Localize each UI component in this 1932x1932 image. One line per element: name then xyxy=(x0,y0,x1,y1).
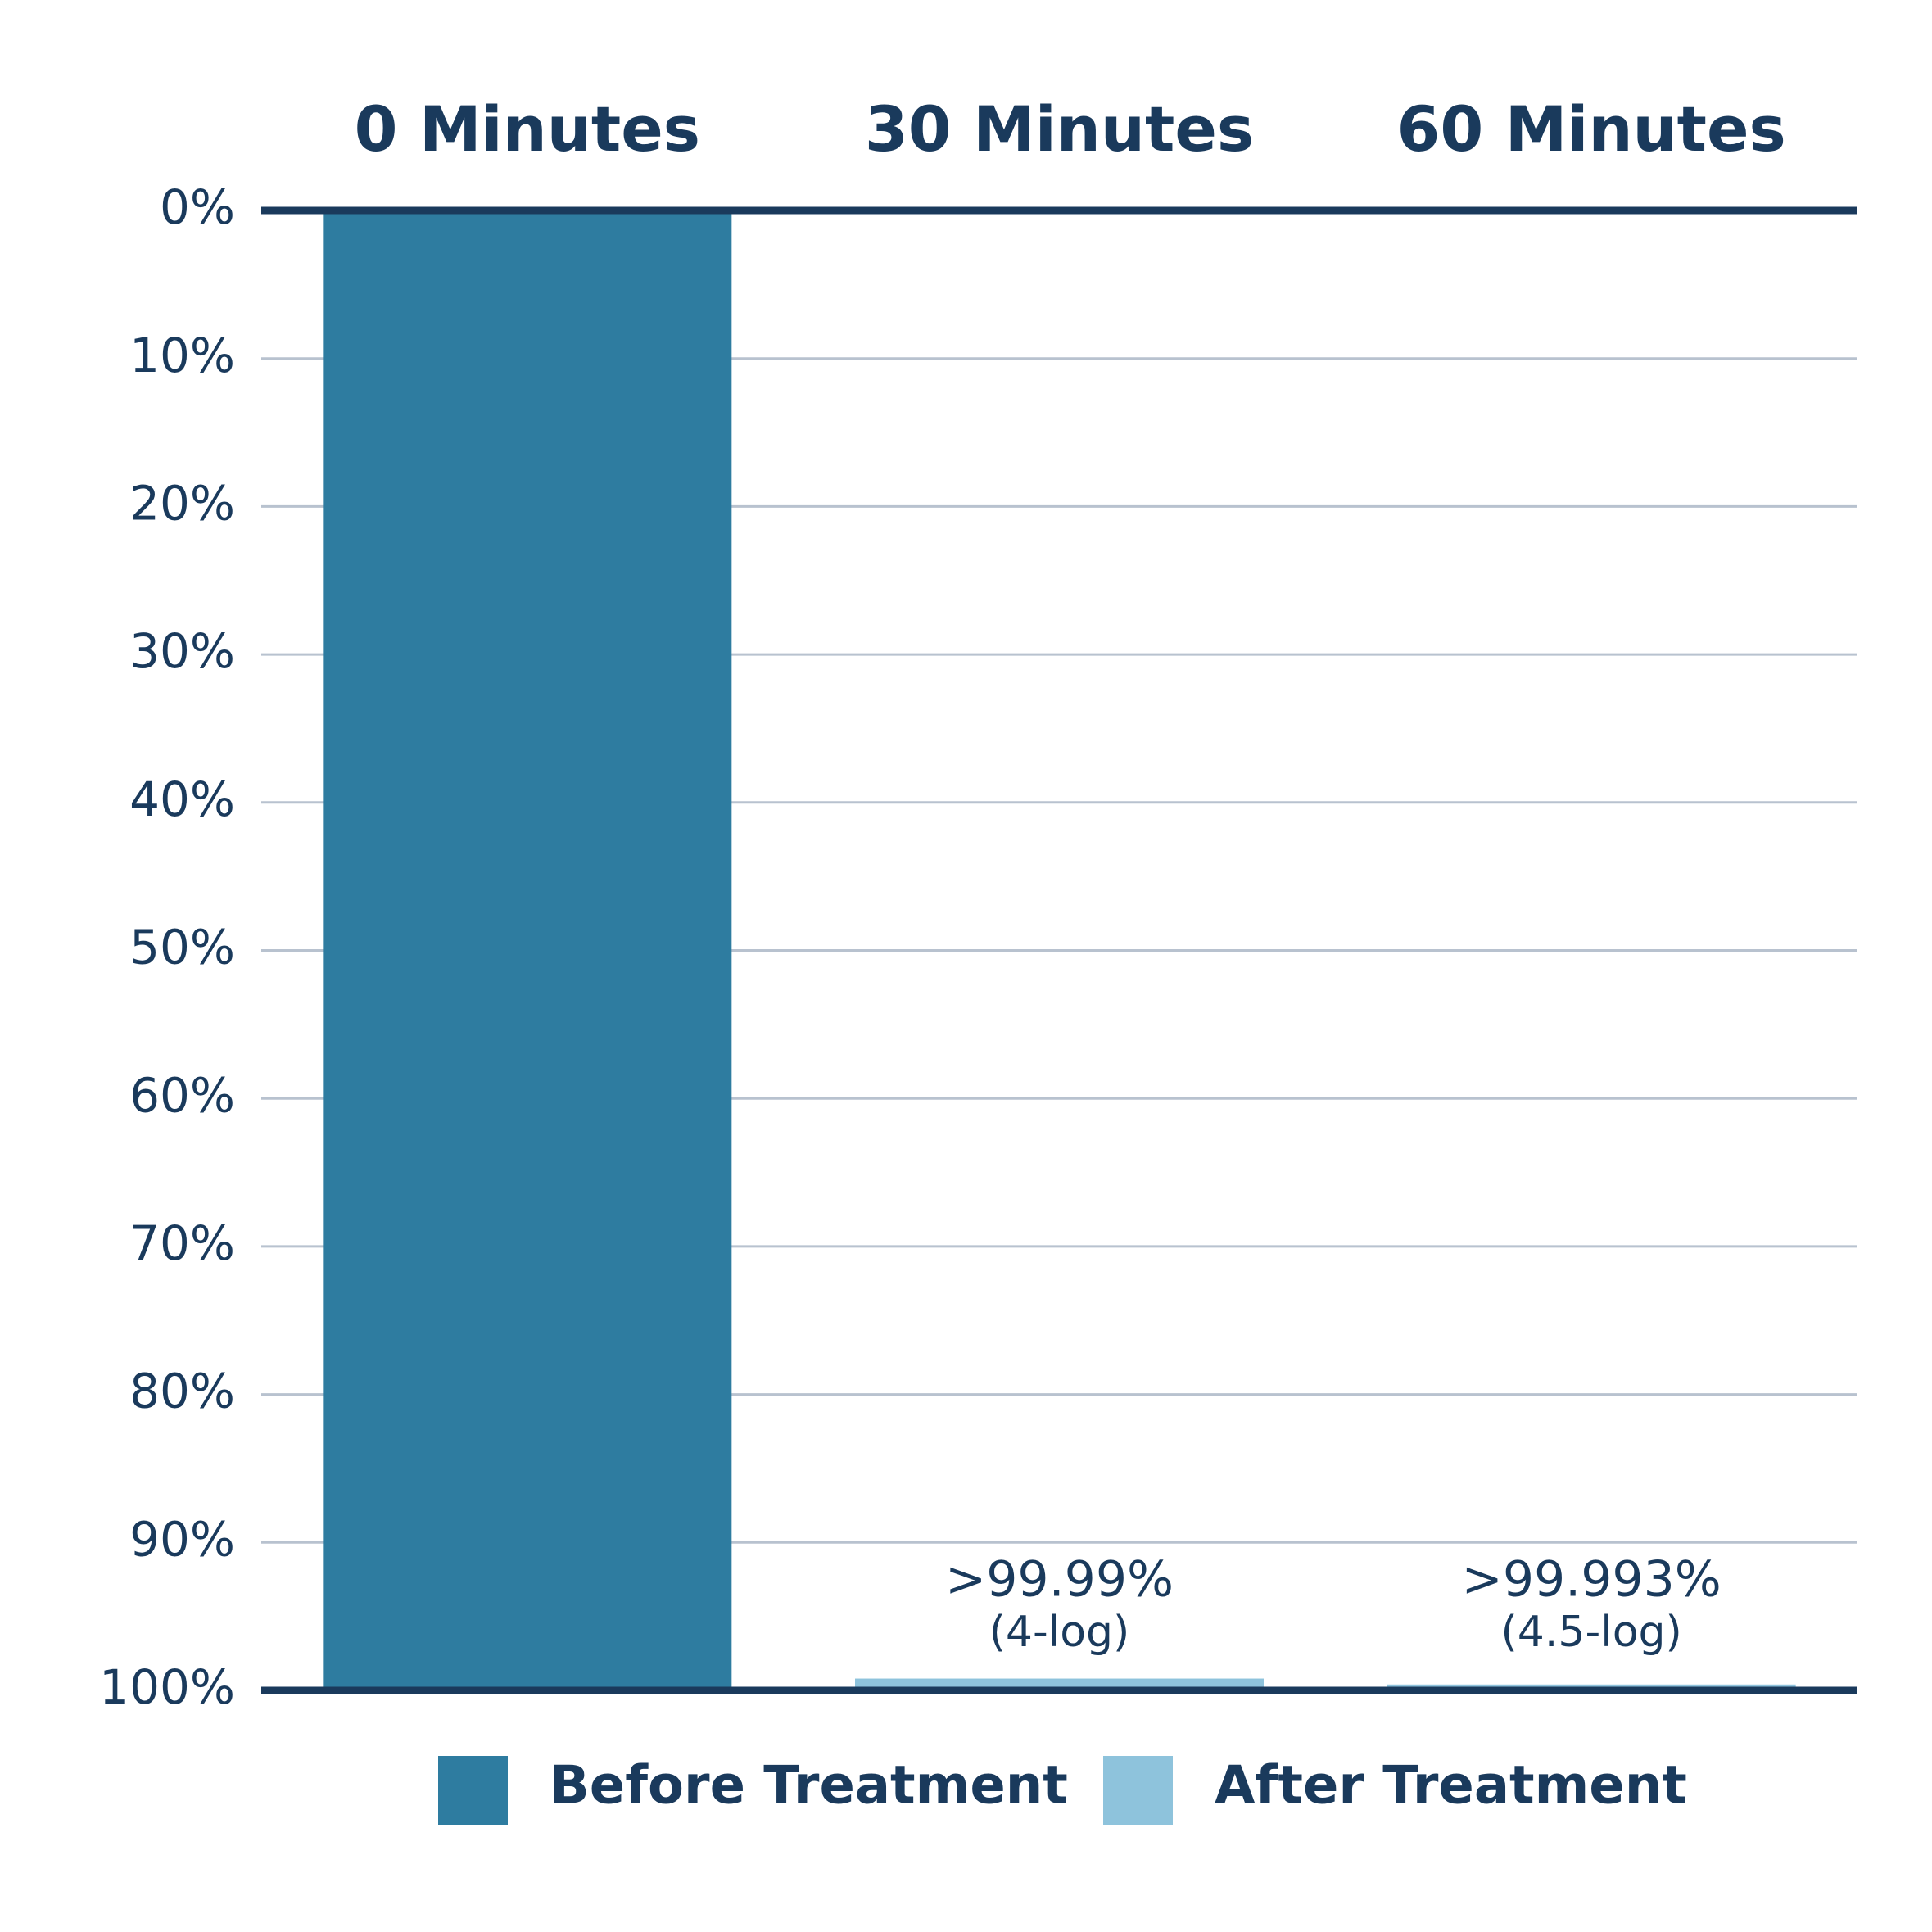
y-tick-label: 30% xyxy=(129,623,235,679)
legend-swatch xyxy=(1103,1756,1173,1825)
legend-swatch xyxy=(438,1756,508,1825)
annotation-sub: (4.5-log) xyxy=(1501,1608,1682,1657)
legend-label: Before Treatment xyxy=(550,1756,1068,1817)
x-tick-label: 30 Minutes xyxy=(865,93,1254,165)
y-tick-label: 60% xyxy=(129,1067,235,1123)
y-tick-label: 70% xyxy=(129,1215,235,1271)
y-tick-label: 100% xyxy=(99,1659,235,1715)
legend-label: After Treatment xyxy=(1215,1756,1687,1817)
annotation: >99.993% xyxy=(1462,1551,1722,1608)
x-tick-label: 0 Minutes xyxy=(355,93,700,165)
y-tick-label: 10% xyxy=(129,328,235,383)
annotation: >99.99% xyxy=(945,1551,1174,1608)
y-tick-label: 20% xyxy=(129,476,235,532)
y-tick-label: 90% xyxy=(129,1511,235,1567)
y-tick-label: 0% xyxy=(160,179,235,235)
x-tick-label: 60 Minutes xyxy=(1397,93,1786,165)
y-tick-label: 40% xyxy=(129,771,235,827)
y-tick-label: 80% xyxy=(129,1364,235,1419)
annotation-sub: (4-log) xyxy=(989,1608,1130,1657)
bar xyxy=(323,210,732,1690)
y-tick-label: 50% xyxy=(129,920,235,975)
